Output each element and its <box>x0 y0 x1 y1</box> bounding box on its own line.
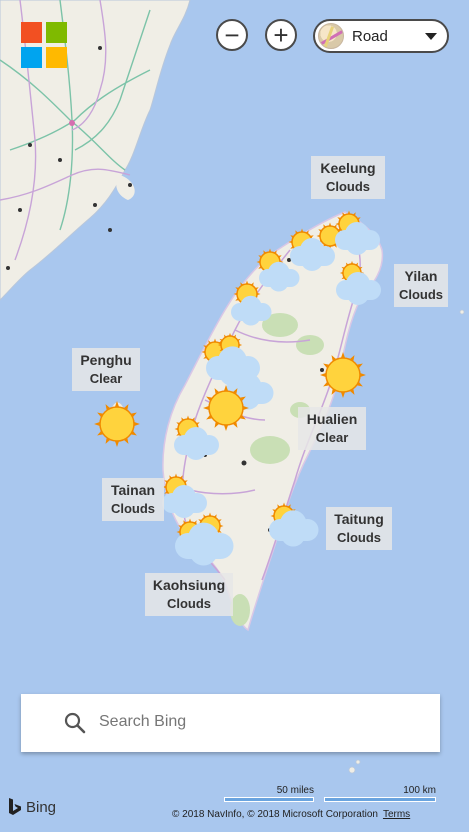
city-name: Hualien <box>306 411 358 427</box>
search-input[interactable]: Search Bing <box>99 713 187 730</box>
map-style-selector[interactable]: Road <box>313 19 449 53</box>
plus-icon: + <box>273 20 289 50</box>
scale-bar-imperial: 50 miles <box>224 785 314 802</box>
mainland-inlet <box>116 175 135 200</box>
cloud-icon <box>206 346 260 386</box>
scale-label-imperial: 50 miles <box>276 785 314 796</box>
city-condition: Clouds <box>110 501 156 516</box>
search-bar[interactable]: Search Bing <box>21 694 440 752</box>
logo-red-square <box>21 22 42 43</box>
city-name: Yilan <box>404 268 438 284</box>
scale-label-metric: 100 km <box>403 785 436 796</box>
cloud-icon <box>269 510 319 547</box>
city-condition: Clouds <box>336 530 382 545</box>
city-label-hualien[interactable]: Hualien Clear <box>298 407 366 450</box>
city-label-tainan[interactable]: Tainan Clouds <box>102 478 164 521</box>
cloud-icon <box>231 295 272 326</box>
copyright-text: © 2018 NavInfo, © 2018 Microsoft Corpora… <box>172 809 378 820</box>
microsoft-logo <box>21 22 67 68</box>
city-name: Kaohsiung <box>152 577 226 593</box>
chevron-down-icon <box>425 32 437 40</box>
cloud-icon <box>336 272 381 305</box>
bing-brand-label: Bing <box>26 798 57 816</box>
cloud-icon <box>162 485 207 518</box>
cloud-icon <box>259 261 300 292</box>
minus-icon: − <box>224 20 240 50</box>
city-condition: Clouds <box>166 596 212 611</box>
city-label-taitung[interactable]: Taitung Clouds <box>326 507 392 550</box>
map-style-label: Road <box>352 27 388 45</box>
scale-bar-line <box>224 797 314 802</box>
logo-yellow-square <box>46 47 67 68</box>
zoom-in-button[interactable]: + <box>265 19 297 51</box>
sun-icon <box>94 401 140 447</box>
weather-icon-layer <box>94 210 381 566</box>
city-label-penghu[interactable]: Penghu Clear <box>72 348 140 391</box>
city-condition: Clear <box>315 430 349 445</box>
city-name: Taitung <box>334 511 384 527</box>
bing-logo-icon <box>9 798 21 815</box>
city-label-yilan[interactable]: Yilan Clouds <box>394 264 448 307</box>
city-label-keelung[interactable]: Keelung Clouds <box>311 156 385 199</box>
cloud-icon <box>175 522 234 566</box>
road-map-thumbnail-icon <box>318 23 344 49</box>
city-name: Penghu <box>80 352 132 368</box>
zoom-out-button[interactable]: − <box>216 19 248 51</box>
city-condition: Clouds <box>398 287 444 302</box>
scale-bar-line <box>324 797 436 802</box>
logo-green-square <box>46 22 67 43</box>
city-name: Tainan <box>110 482 156 498</box>
cloud-icon <box>335 222 380 255</box>
bing-brand: Bing <box>8 798 56 816</box>
copyright-notice: © 2018 NavInfo, © 2018 Microsoft Corpora… <box>172 809 410 820</box>
city-name: Keelung <box>320 160 376 176</box>
cloud-icon <box>290 238 335 271</box>
logo-blue-square <box>21 47 42 68</box>
sun-icon <box>203 385 249 431</box>
city-label-kaohsiung[interactable]: Kaohsiung Clouds <box>145 573 233 616</box>
cloud-icon <box>174 427 219 460</box>
city-condition: Clear <box>89 371 123 386</box>
terms-link[interactable]: Terms <box>382 809 411 820</box>
city-condition: Clouds <box>325 179 371 194</box>
search-icon <box>64 712 86 734</box>
sun-icon <box>320 352 366 398</box>
scale-bar-metric: 100 km <box>324 785 436 802</box>
